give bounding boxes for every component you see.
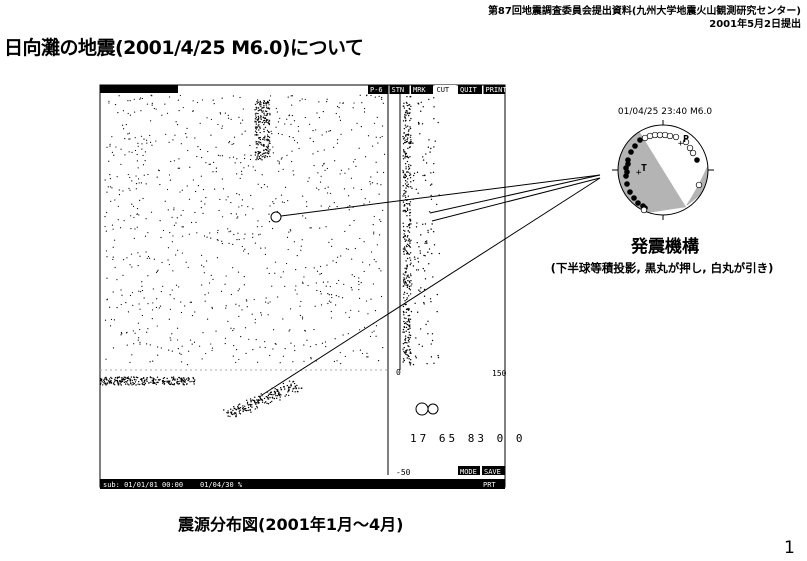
page-title: 日向灘の地震(2001/4/25 M6.0)について (4, 37, 364, 59)
dilatation-polarity (689, 149, 697, 157)
p-axis-label: P (683, 134, 689, 145)
save-button[interactable] (482, 466, 505, 475)
svg-text:PRT: PRT (483, 481, 496, 489)
compression-polarity (628, 149, 634, 155)
svg-text:MODE: MODE (460, 468, 477, 476)
tab-quit[interactable] (458, 85, 482, 94)
tab-p-6[interactable] (368, 85, 388, 94)
tab-print[interactable] (483, 85, 506, 94)
tab-cut[interactable] (434, 85, 457, 94)
depth-label-150: 150 (492, 369, 507, 378)
dilatation-polarity (646, 132, 654, 140)
tab-label: CUT (437, 86, 450, 94)
compression-polarity (635, 200, 641, 206)
tab-label: QUIT (460, 86, 478, 94)
mode-button[interactable] (458, 466, 480, 475)
event-label: 01/04/25 23:40 M6.0 (617, 107, 713, 117)
mechanism-subtitle: (下半球等積投影, 黒丸が押し, 白丸が引き) (550, 261, 774, 275)
header-date: 2001年5月2日提出 (709, 19, 801, 30)
dilatation-polarity (695, 181, 703, 189)
status-bar (100, 479, 505, 489)
focal-mechanism-beachball: + T + P (612, 120, 714, 220)
dilatation-polarity (672, 133, 680, 141)
tab-label: PRINT (486, 86, 508, 94)
compression-polarity (625, 161, 631, 167)
tab-label: MRK (413, 86, 426, 94)
leader-lines (261, 174, 601, 396)
compression-polarity (637, 137, 643, 143)
compression-polarity (625, 157, 631, 163)
top-tabs: P-6 STN MRK CUT QUIT PRINT (368, 85, 507, 94)
header-source: 第87回地震調査委員会提出資料(九州大学地震火山観測研究センター) (487, 6, 801, 17)
compression-polarity (624, 181, 630, 187)
svg-text:+: + (636, 168, 642, 178)
tab-label: STN (392, 86, 405, 94)
compression-polarity (632, 143, 638, 149)
compression-polarity (631, 195, 637, 201)
compression-polarity (627, 189, 633, 195)
compression-polarity (694, 157, 700, 163)
page-number: 1 (784, 538, 795, 558)
tab-mrk[interactable] (411, 85, 433, 94)
dilatation-polarity (666, 132, 674, 140)
compression-polarity (624, 169, 630, 175)
t-axis-label: T (641, 163, 647, 174)
tab-label: P-6 (370, 86, 383, 94)
depth-label-0: 0 (396, 368, 401, 377)
svg-text:17 65 83 0 0: 17 65 83 0 0 (410, 432, 525, 445)
depth-label-neg50: -50 (396, 468, 411, 477)
dilatation-polarity (640, 206, 648, 214)
tab-stn[interactable] (389, 85, 410, 94)
svg-text:sub: 01/01/01 00:00: sub: 01/01/01 00:00 (103, 481, 183, 489)
dilatation-polarity (661, 131, 669, 139)
svg-text:01/04/30 %: 01/04/30 % (200, 481, 243, 489)
map-legend: 17 65 83 0 0 (410, 402, 525, 445)
svg-text:SAVE: SAVE (484, 468, 501, 476)
mechanism-title: 発震機構 (631, 237, 699, 257)
map-caption: 震源分布図(2001年1月～4月) (178, 515, 404, 534)
dilatation-polarity (682, 138, 690, 146)
hypocenter-dots (99, 94, 441, 418)
map-frame (99, 84, 506, 488)
dilatation-polarity (686, 144, 694, 152)
map-header-bar (100, 85, 178, 93)
svg-text:+: + (678, 139, 684, 149)
